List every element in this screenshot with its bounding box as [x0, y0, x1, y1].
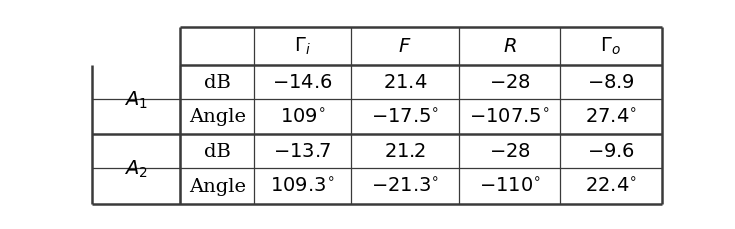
Text: $A_1$: $A_1$ — [124, 89, 148, 110]
Text: $27.4^{\circ}$: $27.4^{\circ}$ — [585, 107, 637, 126]
Text: $-17.5^{\circ}$: $-17.5^{\circ}$ — [371, 107, 440, 126]
Text: $-21.3^{\circ}$: $-21.3^{\circ}$ — [371, 177, 440, 196]
Text: Angle: Angle — [189, 108, 245, 126]
Text: $21.2$: $21.2$ — [384, 142, 426, 160]
Text: $-13.7$: $-13.7$ — [273, 142, 332, 160]
Text: $\Gamma_o$: $\Gamma_o$ — [600, 36, 621, 57]
Text: $F$: $F$ — [398, 38, 412, 55]
Text: $109.3^{\circ}$: $109.3^{\circ}$ — [270, 177, 335, 196]
Text: $-28$: $-28$ — [489, 142, 531, 160]
Text: $-9.6$: $-9.6$ — [587, 142, 635, 160]
Text: $R$: $R$ — [503, 38, 517, 55]
Text: dB: dB — [204, 142, 231, 160]
Text: $-107.5^{\circ}$: $-107.5^{\circ}$ — [470, 107, 550, 126]
Text: $-14.6$: $-14.6$ — [273, 74, 333, 92]
Text: $-110^{\circ}$: $-110^{\circ}$ — [478, 177, 541, 196]
Text: $A_2$: $A_2$ — [124, 158, 148, 180]
Text: $\Gamma_i$: $\Gamma_i$ — [294, 36, 311, 57]
Text: dB: dB — [204, 74, 231, 92]
Text: $-8.9$: $-8.9$ — [587, 74, 635, 92]
Text: $21.4$: $21.4$ — [383, 74, 427, 92]
Text: $-28$: $-28$ — [489, 74, 531, 92]
Text: $22.4^{\circ}$: $22.4^{\circ}$ — [585, 177, 637, 196]
Text: Angle: Angle — [189, 177, 245, 195]
Text: $109^{\circ}$: $109^{\circ}$ — [280, 107, 326, 126]
